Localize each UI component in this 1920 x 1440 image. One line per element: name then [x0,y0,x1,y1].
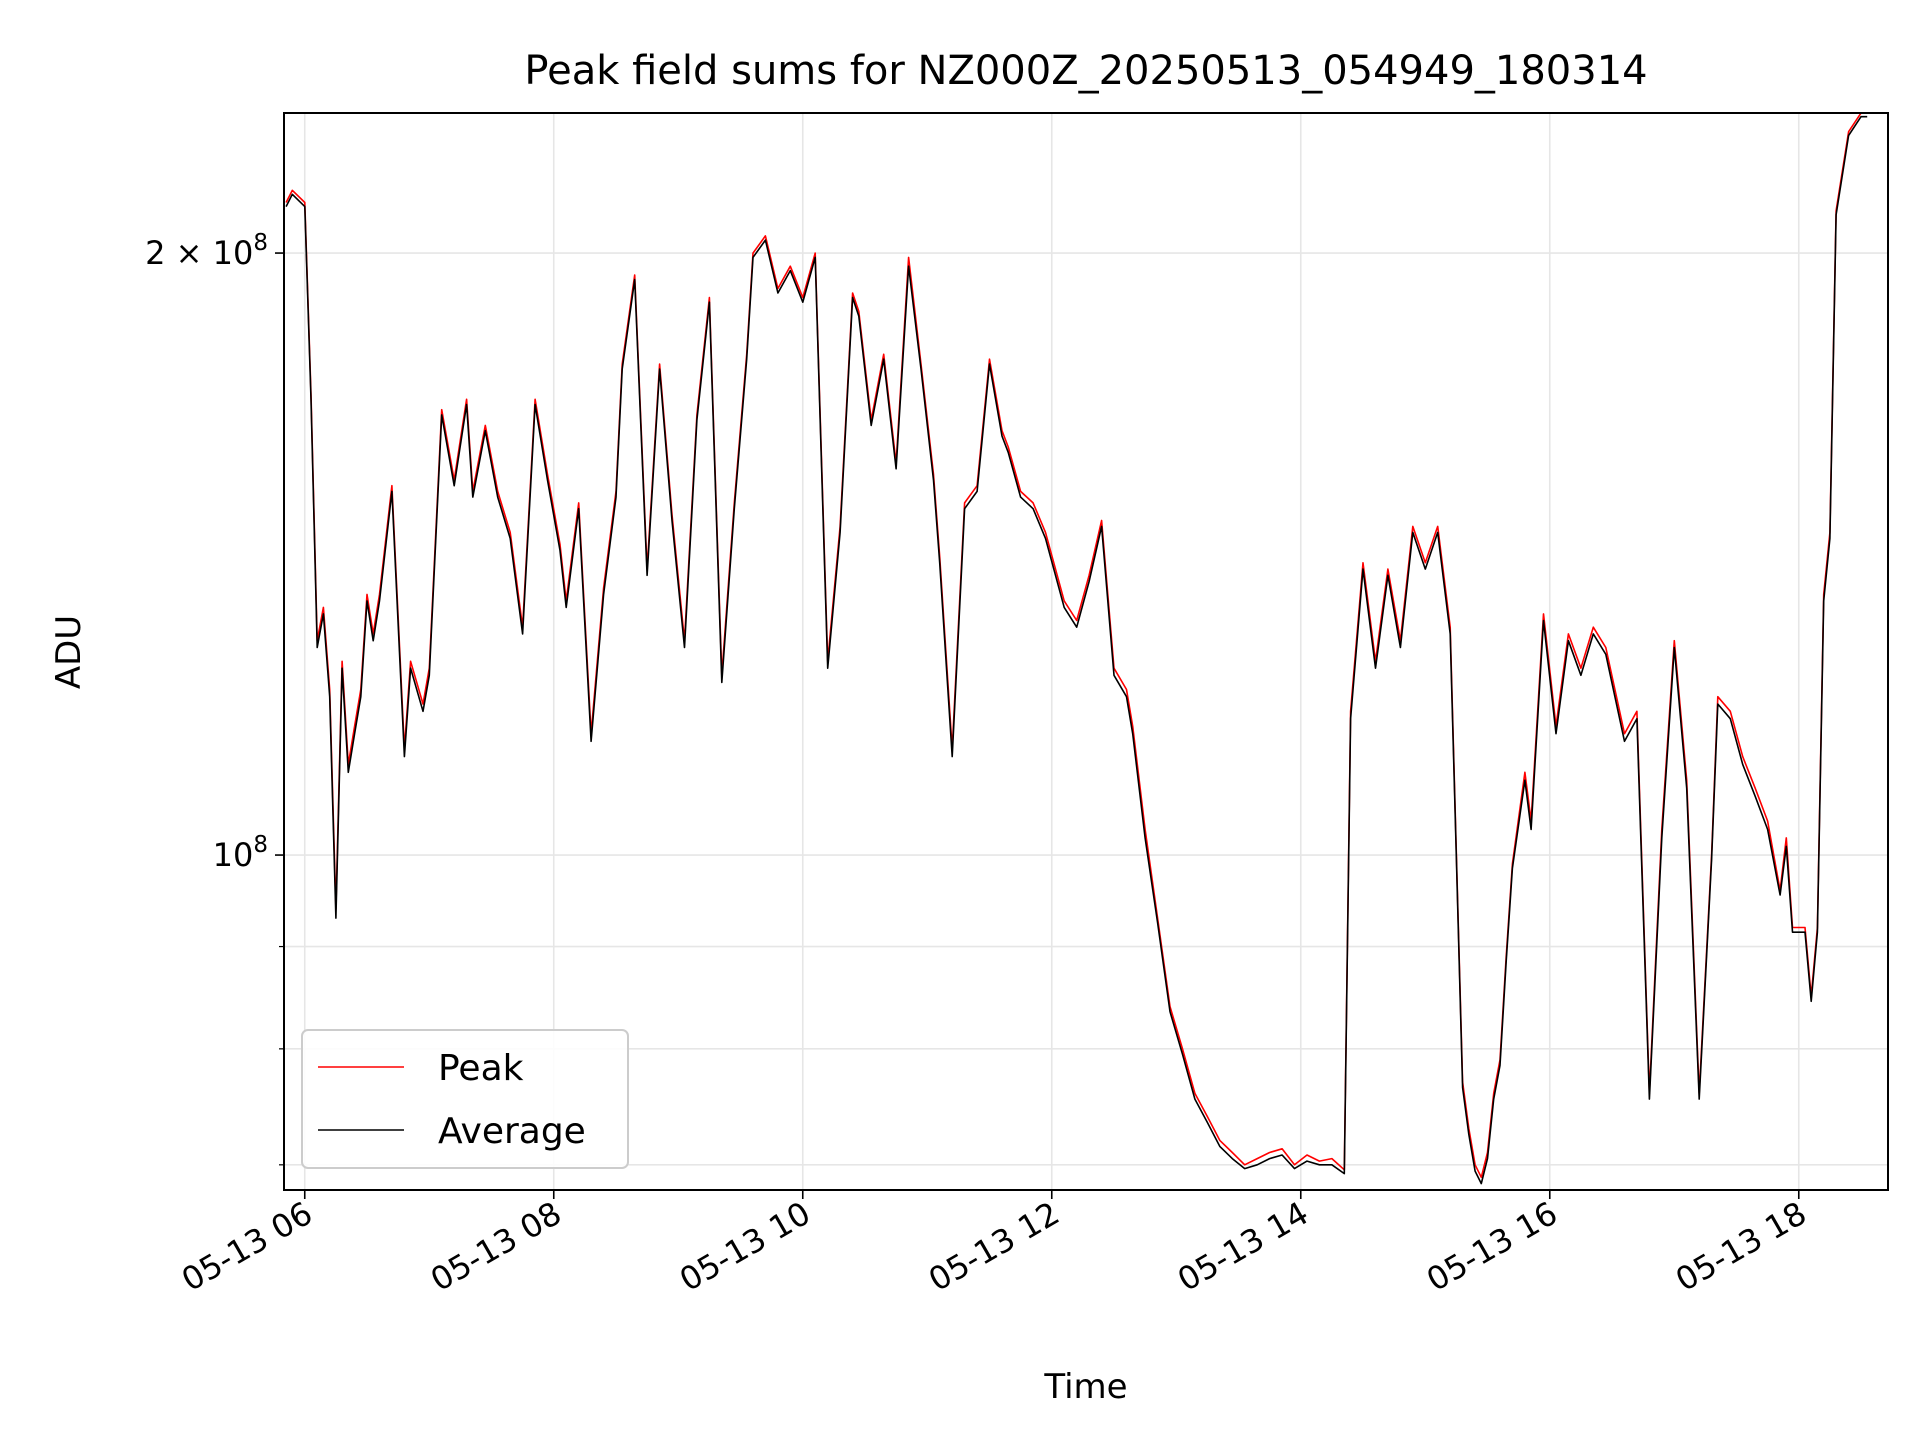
chart-title: Peak field sums for NZ000Z_20250513_0549… [524,48,1647,94]
y-tick-label: 2 × 108 [145,230,268,272]
y-axis-label: ADU [49,615,89,689]
legend-label-peak: Peak [438,1048,524,1089]
legend-label-average: Average [438,1111,586,1152]
legend-box [301,1029,629,1169]
plot-frame [283,112,1889,1191]
x-axis-label: Time [1043,1367,1127,1407]
series-line-peak [285,113,1868,1179]
grid [284,113,1888,1190]
series-layer [285,113,1868,1185]
series-line-average [285,115,1868,1185]
y-axis: 108 2 × 108 [145,230,284,1166]
y-tick-label: 108 [213,832,268,874]
legend: Peak Average [301,1029,629,1169]
